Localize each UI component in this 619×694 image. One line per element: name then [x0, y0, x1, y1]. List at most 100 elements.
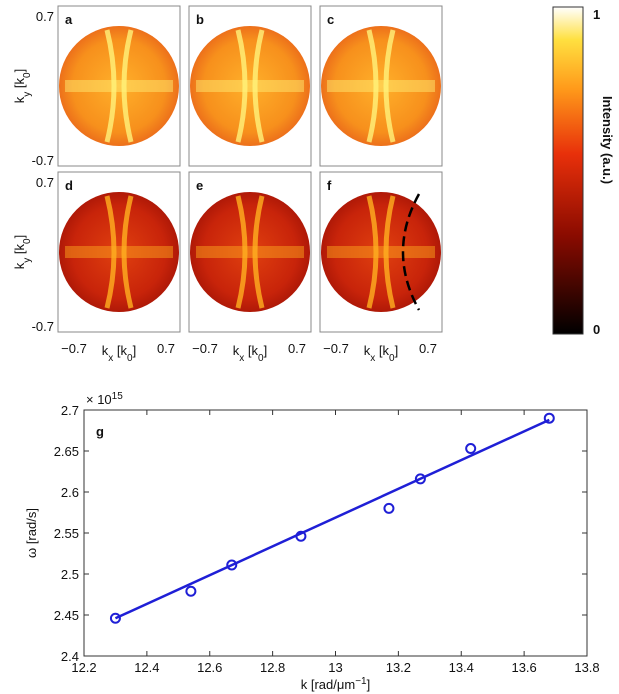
- branch: [235, 195, 248, 309]
- y-tick-label: 2.6: [61, 485, 79, 500]
- colorbar-tick-label: 1: [593, 7, 600, 22]
- x-tick-label: 13.8: [574, 660, 599, 675]
- intensity-map: [59, 192, 179, 312]
- fit-line: [114, 418, 550, 620]
- x-axis-label-part: 0: [389, 353, 395, 364]
- y-axis-label-part: y: [22, 92, 33, 97]
- x-tick-label: 13.6: [511, 660, 536, 675]
- y-tick-label: 0.7: [36, 175, 54, 190]
- x-axis-label-part: [k: [375, 343, 389, 358]
- intensity-map: [321, 26, 441, 146]
- x-axis-label-part: k: [364, 343, 371, 358]
- x-axis-label: k [rad/μm−1]: [301, 676, 370, 693]
- exponent-label-part: × 10: [86, 392, 112, 407]
- y-tick-label: 2.55: [54, 526, 79, 541]
- panel-letter: a: [65, 12, 73, 27]
- x-axis-label-part: x: [239, 353, 244, 364]
- data-point: [226, 559, 238, 571]
- branch: [121, 195, 134, 309]
- x-axis-label: kx [k0]: [233, 343, 267, 364]
- x-tick-label: 13: [328, 660, 342, 675]
- y-tick-label: 2.5: [61, 567, 79, 582]
- y-axis-label-part: [k: [12, 243, 27, 257]
- dispersion-curve: [401, 193, 421, 311]
- intensity-map: [190, 26, 310, 146]
- y-tick-label: 2.4: [61, 649, 79, 664]
- y-axis-label-part: [k: [12, 77, 27, 91]
- data-point: [543, 412, 555, 424]
- x-tick-label: 0.7: [419, 341, 437, 356]
- x-axis-label-part: x: [108, 353, 113, 364]
- x-tick-label: 12.4: [134, 660, 159, 675]
- y-tick-label: 2.65: [54, 444, 79, 459]
- panel-letter: c: [327, 12, 334, 27]
- x-axis-label-part: ]: [367, 677, 371, 692]
- branch: [121, 29, 134, 143]
- y-axis-label-part: ]: [12, 235, 27, 239]
- branch: [383, 195, 396, 309]
- x-axis-label-part: 0: [127, 353, 133, 364]
- x-axis-label: kx [k0]: [102, 343, 136, 364]
- panel-letter: d: [65, 178, 73, 193]
- band: [196, 80, 304, 92]
- data-point: [109, 612, 121, 624]
- band: [65, 80, 173, 92]
- y-axis-label-part: ]: [12, 69, 27, 73]
- y-axis-label-part: k: [12, 262, 27, 269]
- panel-letter: e: [196, 178, 203, 193]
- x-tick-label: 12.6: [197, 660, 222, 675]
- x-tick-label: 12.2: [71, 660, 96, 675]
- x-axis-label-part: ]: [264, 343, 268, 358]
- y-axis-label-part: 0: [22, 238, 33, 244]
- data-point: [465, 443, 477, 455]
- y-tick-label: 2.7: [61, 403, 79, 418]
- y-axis-label-part: 0: [22, 72, 33, 78]
- branch: [383, 29, 396, 143]
- exponent-label: × 1015: [86, 391, 123, 408]
- branch: [104, 195, 117, 309]
- band: [327, 246, 435, 258]
- exponent-label-part: 15: [112, 391, 124, 402]
- branch: [104, 29, 117, 143]
- x-tick-label: 13.2: [386, 660, 411, 675]
- branch: [366, 29, 379, 143]
- x-axis-label-part: ]: [133, 343, 137, 358]
- colorbar-tick-label: 0: [593, 322, 600, 337]
- x-axis-label-part: [k: [113, 343, 127, 358]
- intensity-map: [190, 192, 310, 312]
- x-axis-label-part: k: [102, 343, 109, 358]
- panel-letter: g: [96, 424, 104, 439]
- colorbar: [552, 6, 584, 335]
- panel-letter: f: [327, 178, 332, 193]
- y-axis-label-part: y: [22, 258, 33, 263]
- x-tick-label: −0.7: [192, 341, 218, 356]
- x-axis-label-part: 0: [258, 353, 264, 364]
- x-axis-label-part: ]: [395, 343, 399, 358]
- intensity-map: [321, 192, 441, 312]
- y-axis-label: ky [k0]: [12, 69, 33, 103]
- y-axis-label-part: k: [12, 96, 27, 103]
- branch: [235, 29, 248, 143]
- branch: [366, 195, 379, 309]
- x-tick-label: 12.8: [260, 660, 285, 675]
- x-tick-label: 13.4: [449, 660, 474, 675]
- x-tick-label: 0.7: [157, 341, 175, 356]
- x-axis-label-part: x: [370, 353, 375, 364]
- x-axis-label-part: k: [233, 343, 240, 358]
- x-tick-label: 0.7: [288, 341, 306, 356]
- y-axis-label: ω [rad/s]: [24, 508, 39, 558]
- band: [65, 246, 173, 258]
- branch: [252, 29, 265, 143]
- colorbar-label: Intensity (a.u.): [600, 96, 615, 184]
- intensity-map: [59, 26, 179, 146]
- panel-letter: b: [196, 12, 204, 27]
- branch: [252, 195, 265, 309]
- band: [196, 246, 304, 258]
- y-tick-label: 0.7: [36, 9, 54, 24]
- data-point: [414, 473, 426, 485]
- x-axis-label-part: k [rad/μm: [301, 677, 355, 692]
- y-axis-label: ky [k0]: [12, 235, 33, 269]
- y-tick-label: 2.45: [54, 608, 79, 623]
- y-tick-label: -0.7: [32, 153, 54, 168]
